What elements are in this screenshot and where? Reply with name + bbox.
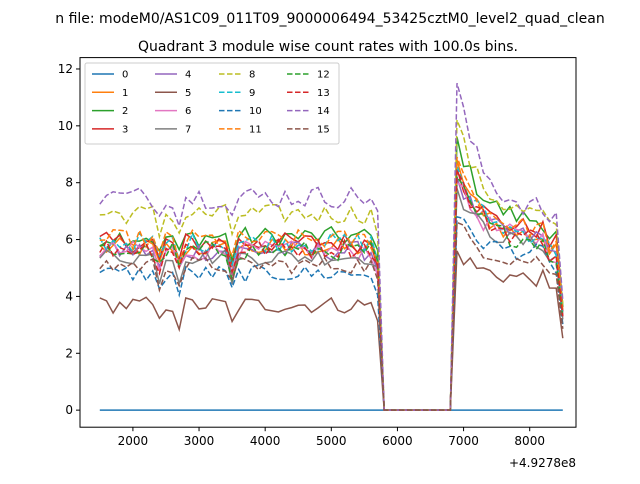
x-axis: 2000 3000 4000 5000 6000 7000 8000 [118,427,545,448]
series-line-1 [99,159,564,411]
plot-frame [79,57,577,428]
legend-label-11: 11 [249,124,262,135]
legend-label-4: 4 [185,70,191,81]
legend-label-3: 3 [122,124,128,135]
legend-label-15: 15 [317,124,330,135]
x-offset-label: +4.9278e8 [509,456,576,470]
legend-label-0: 0 [122,70,128,81]
series-line-14 [99,83,564,411]
plot-lines [99,83,564,411]
y-tick-label: 0 [65,403,73,417]
legend-label-12: 12 [317,70,330,81]
x-tick-label: 4000 [250,434,281,448]
series-line-12 [99,174,564,411]
y-axis: 0 2 4 6 8 10 12 [58,62,80,417]
y-tick-label: 2 [65,346,73,360]
legend-label-2: 2 [122,106,128,117]
legend-label-14: 14 [317,106,330,117]
x-tick-label: 8000 [514,434,545,448]
y-tick-label: 4 [65,289,73,303]
y-tick-label: 12 [58,62,73,76]
series-line-3 [99,168,564,411]
y-tick-label: 10 [58,119,73,133]
legend-label-6: 6 [185,106,191,117]
series-line-10 [99,215,564,411]
series-line-2 [99,137,564,411]
series-line-5 [99,250,564,411]
x-tick-label: 5000 [316,434,347,448]
chart-title: Quadrant 3 module wise count rates with … [138,39,518,55]
series-line-15 [99,221,564,411]
series-line-4 [99,176,564,411]
y-tick-label: 8 [65,176,73,190]
figure-supertitle: n file: modeM0/AS1C09_011T09_9000006494_… [55,11,604,27]
legend-label-1: 1 [122,88,128,99]
legend-label-9: 9 [249,88,255,99]
x-tick-label: 3000 [184,434,215,448]
series-line-13 [99,168,564,411]
legend-label-10: 10 [249,106,262,117]
series-line-8 [99,119,564,411]
legend-frame [84,62,340,145]
x-tick-label: 6000 [382,434,413,448]
y-tick-label: 6 [65,233,73,247]
x-tick-label: 2000 [118,434,149,448]
legend-label-8: 8 [249,70,255,81]
legend-label-5: 5 [185,88,191,99]
series-line-7 [99,188,564,411]
series-line-11 [99,156,564,411]
legend-label-13: 13 [317,88,330,99]
x-tick-label: 7000 [448,434,479,448]
legend-label-7: 7 [185,124,191,135]
